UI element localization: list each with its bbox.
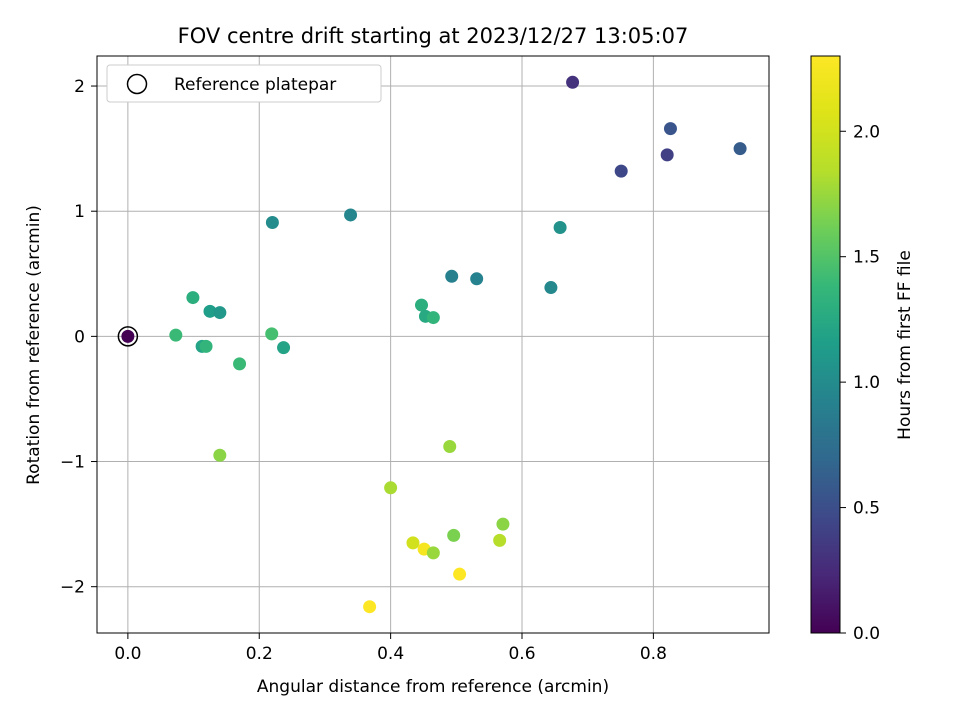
data-point — [493, 533, 507, 547]
y-tick-label: 2 — [74, 77, 85, 97]
tick-labels: 0.0 0.2 0.4 0.6 0.8 −2 −1 0 1 2 — [60, 77, 667, 664]
data-point — [447, 528, 461, 542]
y-tick-label: 0 — [74, 327, 85, 347]
plot-frame — [96, 55, 770, 634]
x-tick-label: 0.0 — [114, 644, 141, 664]
data-point — [544, 281, 558, 295]
data-point — [496, 517, 510, 531]
data-point — [660, 148, 674, 162]
data-point — [415, 298, 429, 312]
data-point — [445, 269, 459, 283]
x-tick-label: 0.8 — [640, 644, 667, 664]
data-point — [277, 341, 291, 355]
colorbar-gradient — [810, 55, 841, 634]
legend-marker — [126, 73, 148, 95]
axes — [96, 55, 770, 634]
colorbar-tick-label: 1.5 — [853, 248, 880, 268]
scatter-points — [117, 75, 747, 614]
data-point — [443, 440, 457, 454]
data-point — [344, 208, 358, 222]
data-point — [363, 600, 377, 614]
data-point — [406, 536, 420, 550]
colorbar-tick-label: 1.0 — [853, 373, 880, 393]
data-point — [453, 567, 467, 581]
colorbar: 0.0 0.5 1.0 1.5 2.0 Hours from first FF file — [810, 55, 915, 644]
y-axis-label: Rotation from reference (arcmin) — [24, 205, 44, 485]
data-point — [213, 448, 227, 462]
y-tick-label: 1 — [74, 202, 85, 222]
data-point — [614, 164, 628, 178]
data-point — [265, 327, 279, 341]
legend-box — [106, 64, 382, 103]
x-axis-label: Angular distance from reference (arcmin) — [257, 677, 609, 697]
colorbar-tick-label: 0.0 — [853, 624, 880, 644]
data-point — [553, 220, 567, 234]
data-point — [265, 215, 279, 229]
colorbar-ticks: 0.0 0.5 1.0 1.5 2.0 — [840, 122, 880, 644]
data-point — [199, 339, 213, 353]
data-point — [566, 75, 580, 89]
colorbar-tick-label: 0.5 — [853, 499, 880, 519]
data-point — [384, 481, 398, 495]
data-point — [470, 272, 484, 286]
data-point — [213, 306, 227, 320]
x-tick-label: 0.6 — [508, 644, 535, 664]
legend-label: Reference platepar — [174, 75, 336, 95]
y-tick-label: −2 — [60, 578, 85, 598]
data-point — [426, 311, 440, 325]
data-point — [203, 304, 217, 318]
legend: Reference platepar — [106, 64, 382, 103]
data-point — [663, 122, 677, 136]
data-point — [169, 328, 183, 342]
x-tick-label: 0.2 — [246, 644, 273, 664]
reference-point-marker — [117, 326, 139, 347]
colorbar-tick-label: 2.0 — [853, 122, 880, 142]
colorbar-label: Hours from first FF file — [895, 250, 915, 440]
x-tick-label: 0.4 — [377, 644, 404, 664]
data-point — [733, 142, 747, 156]
chart-title: FOV centre drift starting at 2023/12/27 … — [178, 24, 689, 48]
data-point — [186, 291, 200, 305]
grid — [97, 56, 769, 633]
data-point — [121, 329, 135, 343]
data-point — [233, 357, 247, 371]
data-point — [426, 546, 440, 560]
y-tick-label: −1 — [60, 453, 85, 473]
